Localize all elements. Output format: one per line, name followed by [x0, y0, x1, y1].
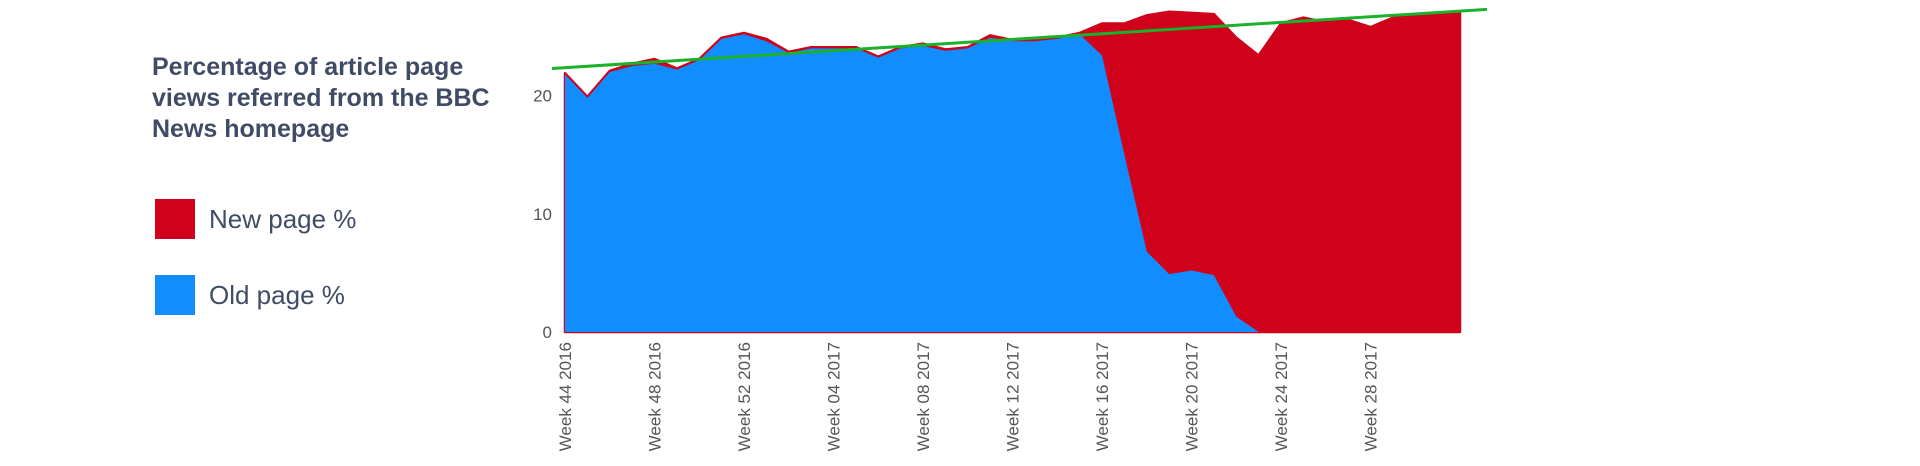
x-tick-label: Week 20 2017 [1183, 342, 1202, 451]
x-tick-label: Week 16 2017 [1093, 342, 1112, 451]
legend-label-new-page: New page % [209, 203, 357, 234]
x-tick-label: Week 48 2016 [646, 342, 665, 451]
legend-swatch-new-page [155, 199, 195, 239]
x-tick-label: Week 12 2017 [1004, 342, 1023, 451]
y-tick-label-0: 0 [543, 323, 552, 342]
x-tick-label: Week 52 2016 [735, 342, 754, 451]
trend-line [551, 7, 1488, 70]
legend-item-new-page: New page % [155, 199, 356, 239]
x-tick-label: Week 24 2017 [1272, 342, 1291, 451]
x-tick-label: Week 04 2017 [825, 342, 844, 451]
legend-label-old-page: Old page % [209, 279, 345, 310]
legend-swatch-old-page [155, 275, 195, 315]
x-tick-label: Week 28 2017 [1362, 342, 1381, 451]
series-area-old-page [565, 34, 1460, 332]
y-tick-label-20: 20 [533, 87, 552, 106]
x-tick-label: Week 44 2016 [556, 342, 575, 451]
y-tick-label-10: 10 [533, 205, 552, 224]
legend-item-old-page: Old page % [155, 275, 345, 315]
chart-title: Percentage of article page views referre… [152, 53, 490, 143]
x-tick-label: Week 08 2017 [914, 342, 933, 451]
